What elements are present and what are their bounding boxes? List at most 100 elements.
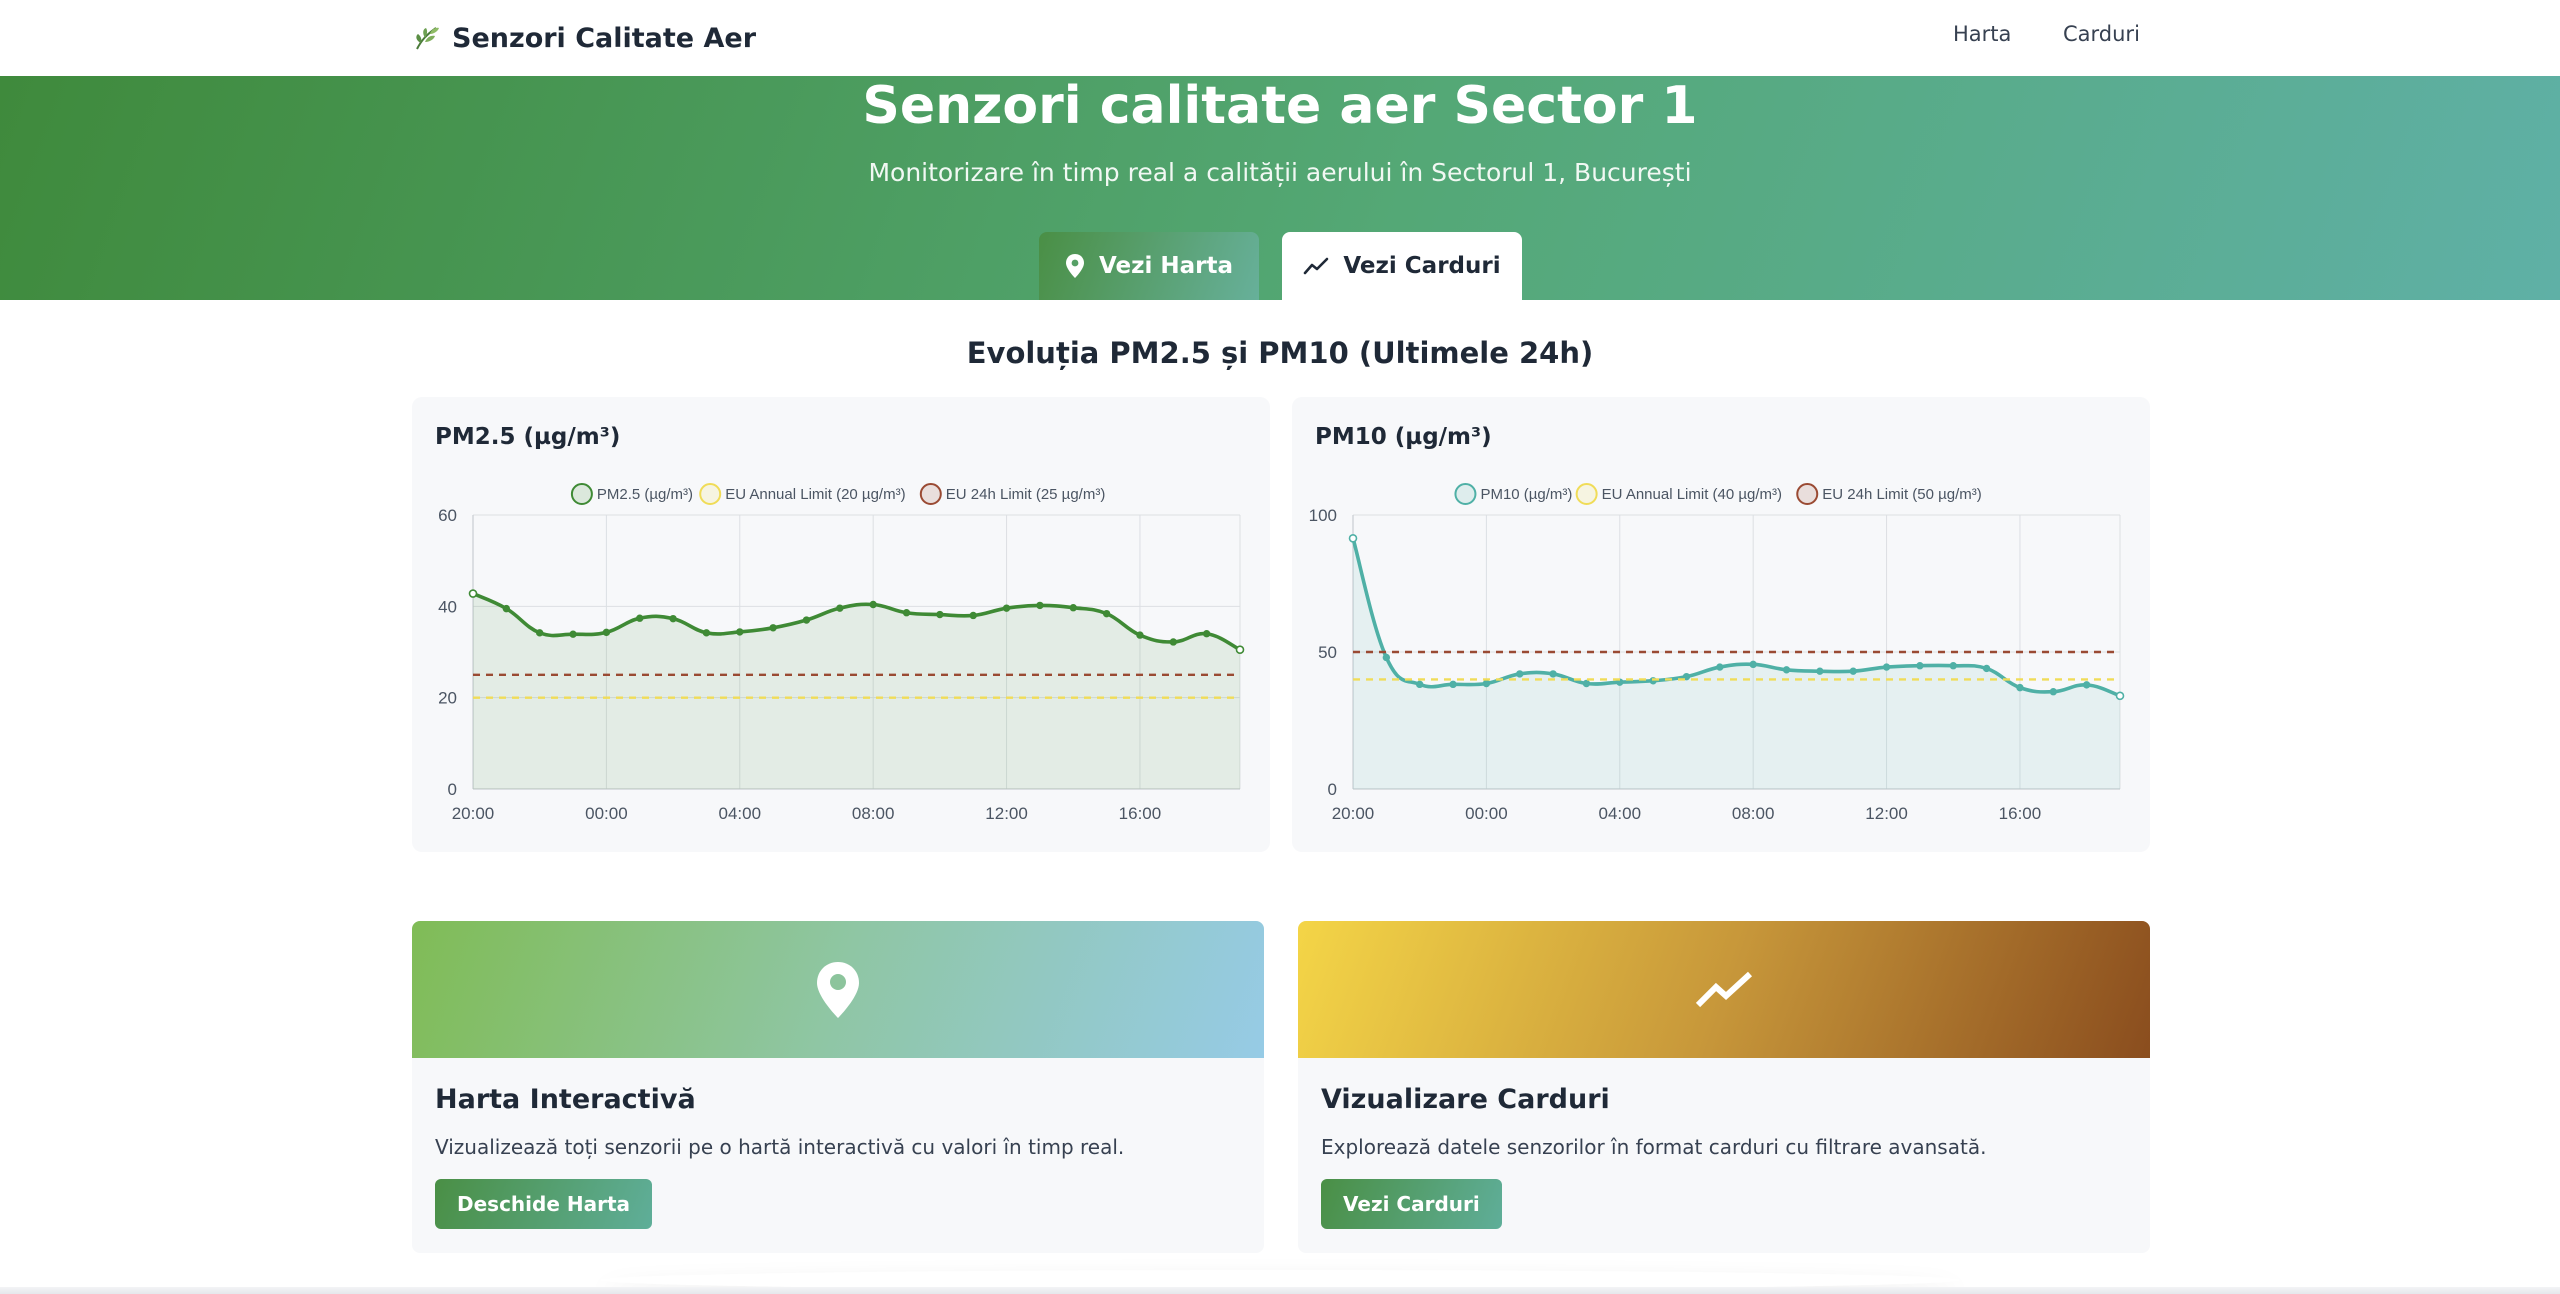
view-cards-card-button[interactable]: Vezi Carduri: [1321, 1179, 1502, 1229]
map-pin-icon: [817, 961, 859, 1018]
legend-label: PM2.5 (µg/m³): [597, 486, 693, 503]
feature-description: Explorează datele senzorilor în format c…: [1321, 1135, 1987, 1159]
data-point: [569, 630, 577, 638]
trend-line-icon: [1304, 257, 1329, 275]
view-map-label: Vezi Harta: [1098, 253, 1234, 279]
data-point: [1849, 667, 1857, 675]
nav-link-harta[interactable]: Harta: [1953, 22, 2012, 46]
data-point: [902, 609, 911, 617]
section-title: Evoluția PM2.5 și PM10 (Ultimele 24h): [966, 336, 1594, 370]
y-tick-label: 40: [438, 597, 457, 616]
feature-title: Vizualizare Carduri: [1321, 1084, 1610, 1115]
data-point: [1169, 638, 1178, 646]
footer-edge: [0, 1287, 2560, 1294]
data-point: [2082, 681, 2091, 689]
feature-description: Vizualizează toți senzorii pe o hartă in…: [435, 1135, 1125, 1159]
legend-marker: [699, 483, 722, 505]
y-tick-label: 100: [1309, 506, 1337, 525]
feature-title: Harta Interactivă: [435, 1084, 696, 1115]
data-point: [502, 604, 511, 613]
x-tick-label: 20:00: [452, 804, 495, 823]
map-pin-icon: [1065, 254, 1084, 278]
data-point: [769, 624, 777, 632]
series-area: [473, 593, 1240, 789]
x-tick-label: 04:00: [719, 804, 762, 823]
x-tick-label: 00:00: [1465, 804, 1508, 823]
data-point: [836, 604, 844, 612]
data-point: [1749, 660, 1757, 669]
legend-marker: [1575, 483, 1598, 505]
series-area: [1353, 538, 2120, 789]
data-point: [2016, 683, 2024, 692]
legend-marker: [1796, 483, 1819, 505]
data-point: [669, 614, 677, 623]
data-point: [1069, 604, 1077, 612]
y-tick-label: 0: [1328, 780, 1337, 799]
data-point: [1202, 630, 1211, 638]
data-point: [1982, 664, 1991, 673]
chart-title: PM2.5 (µg/m³): [435, 424, 621, 450]
data-point: [802, 616, 811, 624]
data-point: [468, 589, 478, 598]
pm10-chart: 20:00 00:00 04:00 08:00 12:00 16:00 0 50 100 PM10…: [1309, 483, 2125, 823]
feature-banner: [412, 921, 1264, 1058]
feature-banner: [1298, 921, 2150, 1058]
x-tick-label: 00:00: [585, 804, 628, 823]
view-cards-label: Vezi Carduri: [1343, 253, 1501, 279]
data-point: [1549, 670, 1557, 678]
legend-marker: [919, 483, 942, 505]
leaf-icon: [416, 27, 439, 50]
hero-title: Senzori calitate aer Sector 1: [862, 76, 1698, 136]
chart-title: PM10 (µg/m³): [1315, 424, 1492, 450]
open-map-button[interactable]: Deschide Harta: [435, 1179, 653, 1229]
hero-banner: Senzori calitate aer Sector 1 Monitoriza…: [0, 76, 2560, 300]
data-point: [1136, 631, 1144, 639]
feature-card-cards: Vizualizare Carduri Explorează datele se…: [1298, 921, 2150, 1253]
data-point: [702, 629, 711, 637]
pm25-chart-card: PM2.5 (µg/m³) 20:00 00:00 04:00 08:00 12:00 1…: [412, 397, 1270, 852]
nav-link-carduri[interactable]: Carduri: [2063, 22, 2140, 46]
data-point: [1036, 601, 1044, 610]
brand[interactable]: Senzori Calitate Aer: [412, 20, 756, 56]
data-point: [1449, 680, 1457, 689]
data-point: [1782, 666, 1791, 674]
data-point: [736, 628, 744, 636]
feature-card-map: Harta Interactivă Vizualizează toți senz…: [412, 921, 1264, 1253]
data-point: [1716, 663, 1724, 671]
data-point: [1582, 679, 1591, 688]
y-tick-label: 20: [438, 689, 457, 708]
x-tick-label: 12:00: [1865, 804, 1908, 823]
navbar: Senzori Calitate Aer Harta Carduri: [0, 0, 2560, 76]
data-point: [1916, 662, 1924, 670]
legend-label: EU 24h Limit (25 µg/m³): [946, 486, 1106, 503]
data-point: [1348, 533, 1358, 543]
view-map-button[interactable]: Vezi Harta: [1039, 232, 1259, 300]
x-tick-label: 12:00: [985, 804, 1028, 823]
legend-label: EU 24h Limit (50 µg/m³): [1822, 486, 1982, 503]
view-cards-button[interactable]: Vezi Carduri: [1282, 232, 1522, 300]
y-tick-label: 60: [438, 506, 457, 525]
data-point: [1235, 645, 1245, 655]
trend-line-icon: [1695, 971, 1753, 1007]
data-point: [1415, 680, 1424, 689]
data-point: [1949, 662, 1957, 670]
data-point: [602, 628, 611, 637]
pm25-chart: 20:00 00:00 04:00 08:00 12:00 16:00 0 20 40 60 PM2…: [438, 483, 1245, 823]
legend-label: EU Annual Limit (20 µg/m³): [725, 486, 905, 503]
data-point: [1482, 679, 1491, 688]
legend-label: EU Annual Limit (40 µg/m³): [1602, 486, 1782, 503]
data-point: [1816, 667, 1824, 675]
data-point: [1882, 663, 1891, 671]
data-point: [1382, 653, 1391, 662]
x-tick-label: 04:00: [1599, 804, 1642, 823]
legend-marker: [1454, 483, 1477, 505]
y-tick-label: 0: [448, 780, 457, 799]
data-point: [936, 610, 944, 619]
x-tick-label: 16:00: [1999, 804, 2042, 823]
data-point: [1102, 609, 1111, 618]
data-point: [2115, 691, 2125, 701]
legend-label: PM10 (µg/m³): [1480, 486, 1572, 503]
data-point: [636, 614, 644, 622]
brand-title: Senzori Calitate Aer: [452, 22, 757, 54]
data-point: [869, 600, 877, 609]
